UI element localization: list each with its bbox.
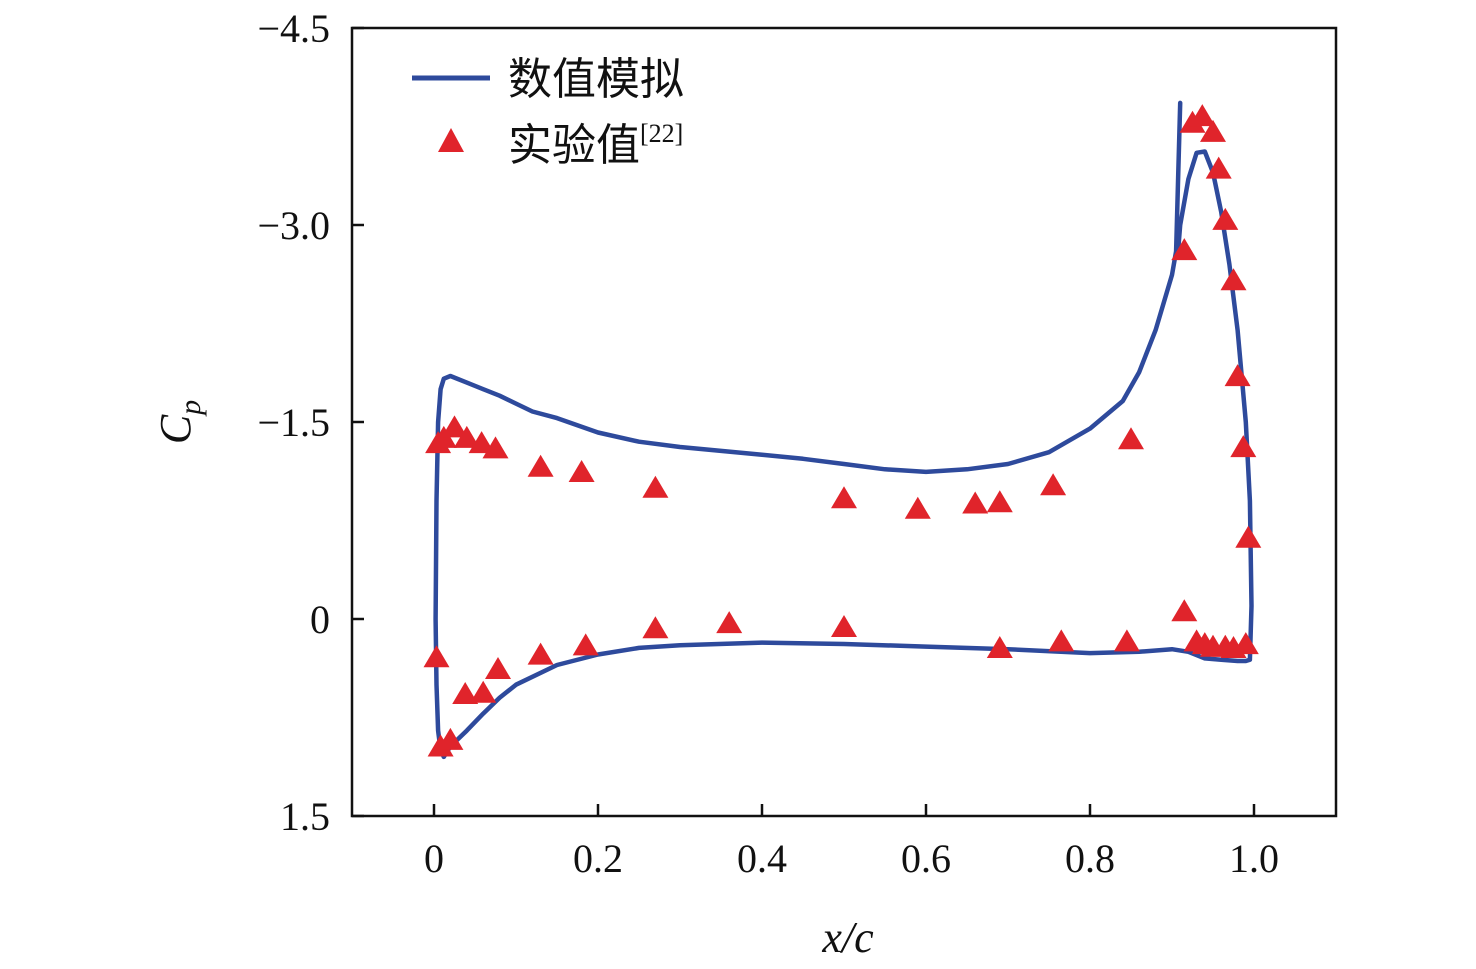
data-point-experiment [1171, 599, 1198, 622]
data-point-experiment [482, 436, 509, 459]
legend: 数值模拟 实验值[22] [412, 54, 684, 171]
data-point-experiment [716, 611, 743, 634]
legend-label-experiment-ref: [22] [640, 119, 683, 148]
x-tick-label: 0.6 [901, 836, 951, 881]
data-point-experiment [1200, 119, 1226, 142]
legend-label-experiment: 实验值[22] [508, 119, 683, 171]
y-axis-title-main: C [151, 414, 200, 444]
legend-triangle-swatch [438, 128, 464, 152]
data-point-experiment [904, 496, 931, 519]
data-point-experiment [1113, 629, 1140, 652]
data-point-experiment [831, 486, 857, 509]
x-tick-label: 0.8 [1065, 836, 1115, 881]
data-point-experiment [962, 491, 989, 514]
data-point-experiment [1040, 473, 1067, 496]
series-line-simulation [433, 100, 1254, 760]
x-axis: 0 0.2 0.4 0.6 0.8 1.0 [424, 804, 1279, 881]
data-point-experiment [642, 616, 669, 639]
x-tick-label: 1.0 [1229, 836, 1279, 881]
y-axis: −4.5 −3.0 −1.5 0 1.5 [257, 6, 364, 839]
svg-text:Cp: Cp [151, 400, 207, 444]
data-point-experiment [642, 475, 669, 498]
data-point-experiment [527, 454, 554, 477]
y-tick-label: 1.5 [280, 794, 330, 839]
y-tick-label: −1.5 [257, 400, 330, 445]
data-point-experiment [1205, 156, 1232, 179]
y-axis-title-sub: p [174, 400, 207, 417]
data-point-experiment [1189, 104, 1216, 127]
data-point-experiment [1232, 632, 1259, 655]
x-axis-title: x/c [821, 913, 874, 962]
data-point-experiment [468, 431, 495, 454]
y-axis-title: Cp [151, 400, 207, 444]
y-tick-label: −3.0 [257, 203, 330, 248]
series-layer [423, 100, 1262, 760]
data-point-experiment [470, 680, 497, 703]
data-point-experiment [527, 642, 554, 665]
data-point-experiment [1224, 364, 1251, 387]
data-point-experiment [568, 460, 595, 482]
data-point-experiment [441, 415, 468, 438]
data-point-experiment [1048, 629, 1075, 652]
data-point-experiment [1171, 238, 1198, 261]
data-point-experiment [572, 633, 599, 656]
data-point-experiment [1118, 427, 1144, 450]
data-point-experiment [831, 615, 857, 637]
legend-label-simulation: 数值模拟 [508, 54, 684, 105]
x-tick-label: 0 [424, 836, 444, 881]
data-point-experiment [986, 636, 1013, 658]
data-point-experiment [437, 727, 464, 750]
data-point-experiment [986, 490, 1013, 513]
y-tick-label: 0 [310, 597, 330, 642]
data-point-experiment [453, 425, 480, 448]
y-tick-label: −4.5 [257, 6, 330, 51]
x-tick-label: 0.4 [737, 836, 787, 881]
data-point-experiment [1212, 207, 1239, 230]
legend-label-experiment-text: 实验值 [508, 120, 640, 171]
x-tick-label: 0.2 [573, 836, 623, 881]
data-point-experiment [1235, 525, 1262, 548]
data-point-experiment [452, 682, 479, 704]
data-point-experiment [1230, 435, 1257, 458]
data-point-experiment [423, 645, 450, 668]
data-point-experiment [1220, 268, 1247, 291]
data-point-experiment [485, 657, 511, 679]
